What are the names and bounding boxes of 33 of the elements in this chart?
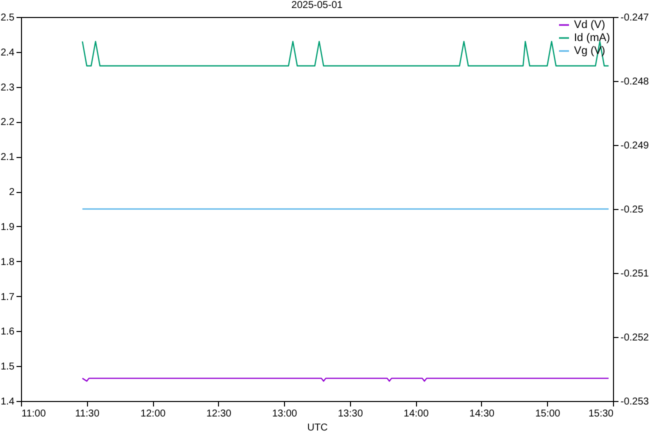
x-tick-label: 15:30 bbox=[588, 408, 614, 420]
x-axis-title: UTC bbox=[307, 422, 328, 432]
y2-tick-label: -0.25 bbox=[620, 204, 644, 216]
chart-title: 2025-05-01 bbox=[291, 0, 344, 11]
y2-tick-label: -0.253 bbox=[620, 396, 650, 408]
x-tick-label: 11:30 bbox=[75, 408, 100, 420]
legend-label: Id (mA) bbox=[574, 32, 610, 44]
y2-tick-label: -0.252 bbox=[620, 332, 650, 344]
y2-tick-label: -0.248 bbox=[620, 76, 650, 88]
y-tick-label: 2.3 bbox=[0, 82, 15, 94]
y-tick-label: 1.9 bbox=[0, 222, 15, 233]
x-tick-label: 15:00 bbox=[535, 408, 561, 420]
x-tick-label: 14:00 bbox=[404, 408, 430, 420]
y-tick-label: 1.6 bbox=[0, 326, 15, 338]
x-tick-label: 12:30 bbox=[206, 408, 232, 420]
y-tick-label: 2.5 bbox=[0, 12, 15, 24]
y-tick-label: 2.4 bbox=[0, 47, 15, 58]
y2-tick-label: -0.249 bbox=[620, 140, 650, 152]
x-tick-label: 13:30 bbox=[338, 408, 364, 420]
y2-tick-label: -0.251 bbox=[620, 268, 650, 280]
x-tick-label: 11:00 bbox=[22, 408, 46, 420]
y-tick-label: 1.4 bbox=[0, 396, 15, 408]
x-tick-label: 14:30 bbox=[469, 408, 495, 420]
y-tick-label: 2 bbox=[8, 187, 15, 198]
legend-label: Vd (V) bbox=[574, 19, 606, 31]
y-tick-label: 2.2 bbox=[0, 117, 15, 128]
y2-tick-label: -0.247 bbox=[620, 12, 650, 24]
y-tick-label: 1.8 bbox=[0, 256, 15, 268]
y-tick-label: 1.7 bbox=[0, 292, 15, 303]
x-tick-label: 13:00 bbox=[272, 408, 298, 420]
y-tick-label: 1.5 bbox=[0, 362, 15, 373]
x-tick-label: 12:00 bbox=[140, 408, 166, 420]
y-tick-label: 2.1 bbox=[0, 152, 15, 164]
